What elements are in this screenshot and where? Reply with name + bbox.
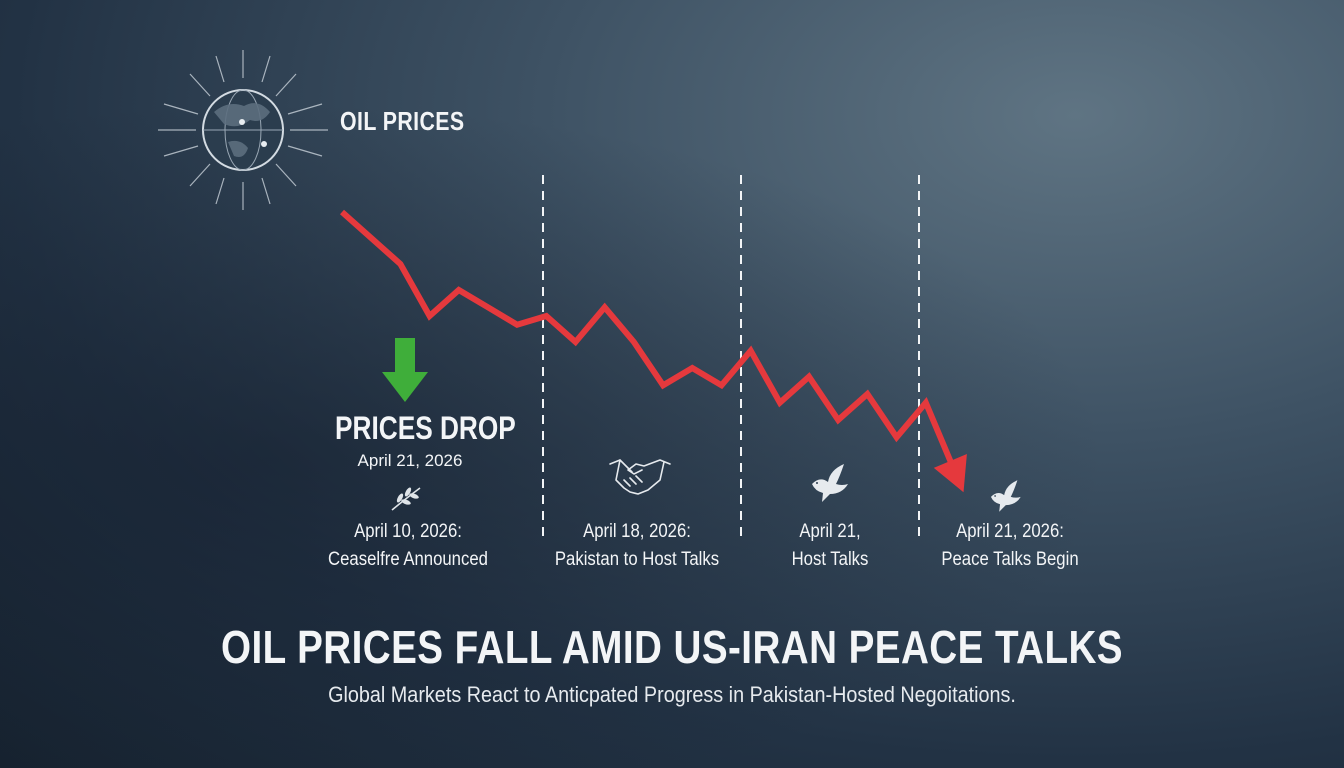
event-date: April 10, 2026:	[354, 521, 462, 542]
event-date: April 21,	[799, 521, 861, 542]
handshake-icon	[609, 459, 671, 495]
event-description: Ceaselfre Announced	[328, 549, 488, 570]
event-label-peace-talks: April 21, 2026: Peace Talks Begin	[922, 518, 1098, 574]
event-description: Peace Talks Begin	[941, 549, 1079, 570]
event-label-ceasefire: April 10, 2026: Ceaselfre Announced	[313, 518, 503, 574]
brand-title: OIL PRICES	[340, 106, 465, 136]
price-arrowhead	[933, 454, 967, 493]
headline-title: OIL PRICES FALL AMID US-IRAN PEACE TALKS	[220, 621, 1124, 673]
headline-subtitle: Global Markets React to Anticpated Progr…	[328, 682, 1016, 707]
event-label-pakistan-host: April 18, 2026: Pakistan to Host Talks	[536, 518, 738, 574]
event-date: April 21, 2026:	[956, 521, 1064, 542]
globe-icon	[158, 50, 328, 210]
prices-drop-title: PRICES DROP	[335, 410, 516, 446]
divider-lines	[542, 175, 920, 538]
event-date: April 18, 2026:	[583, 521, 691, 542]
event-description: Pakistan to Host Talks	[554, 549, 720, 570]
prices-drop-date: April 21, 2026	[357, 451, 463, 470]
olive-branch-icon	[391, 487, 421, 511]
down-arrow-icon	[382, 338, 428, 402]
dove-icon	[812, 464, 848, 502]
price-series	[340, 209, 967, 493]
price-line	[340, 209, 958, 474]
event-label-host-talks: April 21, Host Talks	[768, 518, 891, 574]
dove-icon	[990, 480, 1021, 512]
event-description: Host Talks	[791, 549, 869, 570]
